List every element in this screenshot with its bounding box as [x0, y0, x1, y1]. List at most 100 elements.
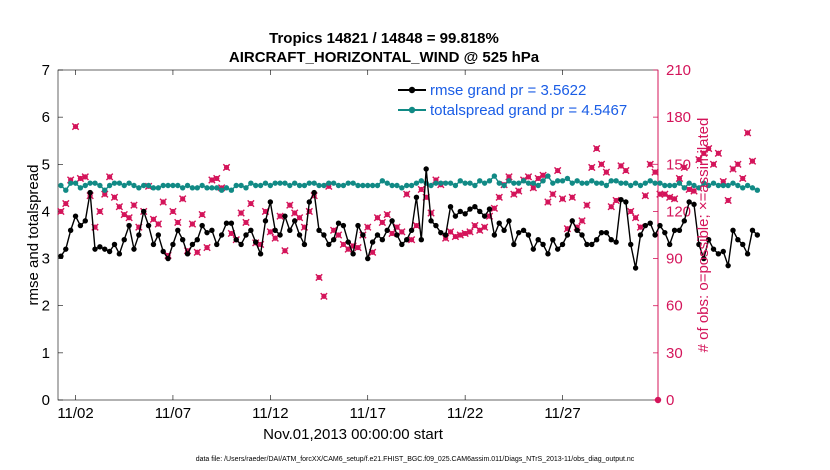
rmse-point	[282, 213, 288, 219]
obs-point	[632, 215, 639, 221]
rmse-point	[369, 239, 376, 245]
rmse-point	[257, 251, 264, 257]
y-tick-label: 0	[42, 392, 50, 409]
obs-point	[691, 188, 697, 194]
rmse-point	[72, 213, 79, 219]
obs-point	[603, 169, 609, 175]
totalspread-point	[282, 180, 288, 186]
obs-point	[394, 224, 400, 230]
obs-point	[613, 197, 619, 204]
rmse-point	[603, 229, 610, 236]
rmse-point	[462, 211, 468, 217]
rmse-point	[87, 189, 93, 196]
totalspread-point	[238, 182, 244, 189]
obs-point	[272, 235, 278, 241]
totalspread-point	[233, 182, 239, 189]
obs-point	[404, 191, 410, 197]
obs-point	[477, 227, 483, 233]
rmse-point	[243, 232, 249, 238]
obs-point	[506, 174, 512, 180]
rmse-point	[647, 220, 653, 226]
totalspread-point	[223, 185, 230, 191]
totalspread-point	[593, 180, 600, 186]
obs-point	[238, 210, 244, 216]
rmse-point	[579, 232, 585, 238]
rmse-point	[170, 241, 176, 248]
obs-point	[594, 145, 600, 152]
rmse-point	[223, 220, 230, 226]
totalspread-point	[97, 182, 103, 189]
rmse-point	[209, 227, 215, 233]
totalspread-point	[413, 180, 420, 186]
totalspread-point	[516, 180, 522, 186]
obs-point	[628, 208, 634, 215]
rmse-point	[559, 241, 566, 248]
obs-point	[58, 208, 64, 215]
y-tick-label: 5	[42, 156, 50, 173]
totalspread-point	[535, 182, 541, 189]
obs-point	[623, 167, 629, 174]
totalspread-point	[150, 185, 157, 191]
totalspread-point	[131, 182, 137, 189]
y-tick-label: 6	[42, 109, 50, 126]
totalspread-point	[740, 185, 746, 191]
totalspread-point	[189, 185, 196, 191]
rmse-point	[340, 222, 347, 229]
totalspread-point	[647, 178, 653, 184]
x-tick-label: 11/12	[252, 405, 288, 422]
rmse-point	[413, 194, 420, 200]
legend-rmse-marker	[408, 86, 416, 94]
obs-point	[126, 215, 132, 221]
obs-point	[287, 202, 293, 208]
totalspread-point	[160, 182, 166, 189]
obs-point	[267, 229, 273, 235]
obs-point	[462, 230, 468, 237]
rmse-point	[652, 232, 658, 238]
totalspread-point	[408, 182, 415, 189]
rmse-point	[189, 241, 196, 248]
totalspread-point	[121, 182, 127, 189]
totalspread-point	[330, 180, 337, 186]
obs-point	[706, 145, 712, 152]
totalspread-point	[457, 178, 463, 184]
chart-subtitle: AIRCRAFT_HORIZONTAL_WIND @ 525 hPa	[229, 49, 540, 66]
rmse-point	[408, 227, 415, 233]
y-axis-label: rmse and totalspread	[25, 165, 42, 306]
rmse-point	[735, 237, 741, 243]
obs-point	[457, 232, 463, 238]
rmse-point	[730, 227, 736, 233]
totalspread-point	[374, 182, 381, 189]
totalspread-point	[744, 182, 751, 189]
totalspread-point	[720, 182, 726, 189]
rmse-point	[428, 218, 434, 224]
totalspread-point	[477, 178, 483, 184]
totalspread-point	[569, 180, 575, 186]
obs-point	[389, 230, 395, 237]
obs-point	[662, 191, 668, 197]
totalspread-point	[486, 178, 493, 184]
obs-point	[550, 191, 556, 197]
totalspread-point	[350, 180, 356, 186]
rmse-point	[77, 222, 84, 229]
rmse-point	[447, 204, 454, 210]
legend-box	[393, 78, 649, 122]
totalspread-point	[628, 182, 634, 189]
rmse-point	[433, 222, 439, 229]
totalspread-point	[175, 182, 181, 189]
obs-point	[447, 229, 454, 235]
y-tick-label-right: 60	[666, 298, 683, 315]
rmse-point	[355, 222, 361, 229]
rmse-point	[58, 253, 64, 259]
rmse-point	[754, 232, 761, 238]
totalspread-point	[165, 182, 171, 189]
obs-point	[730, 166, 736, 172]
series-group	[57, 122, 761, 404]
obs-point	[589, 164, 595, 171]
totalspread-point	[462, 180, 468, 186]
rmse-point	[589, 241, 595, 248]
obs-point	[155, 221, 161, 227]
rmse-point	[477, 208, 483, 215]
totalspread-point	[106, 182, 113, 189]
rmse-point	[214, 241, 220, 248]
rmse-point	[657, 222, 663, 229]
